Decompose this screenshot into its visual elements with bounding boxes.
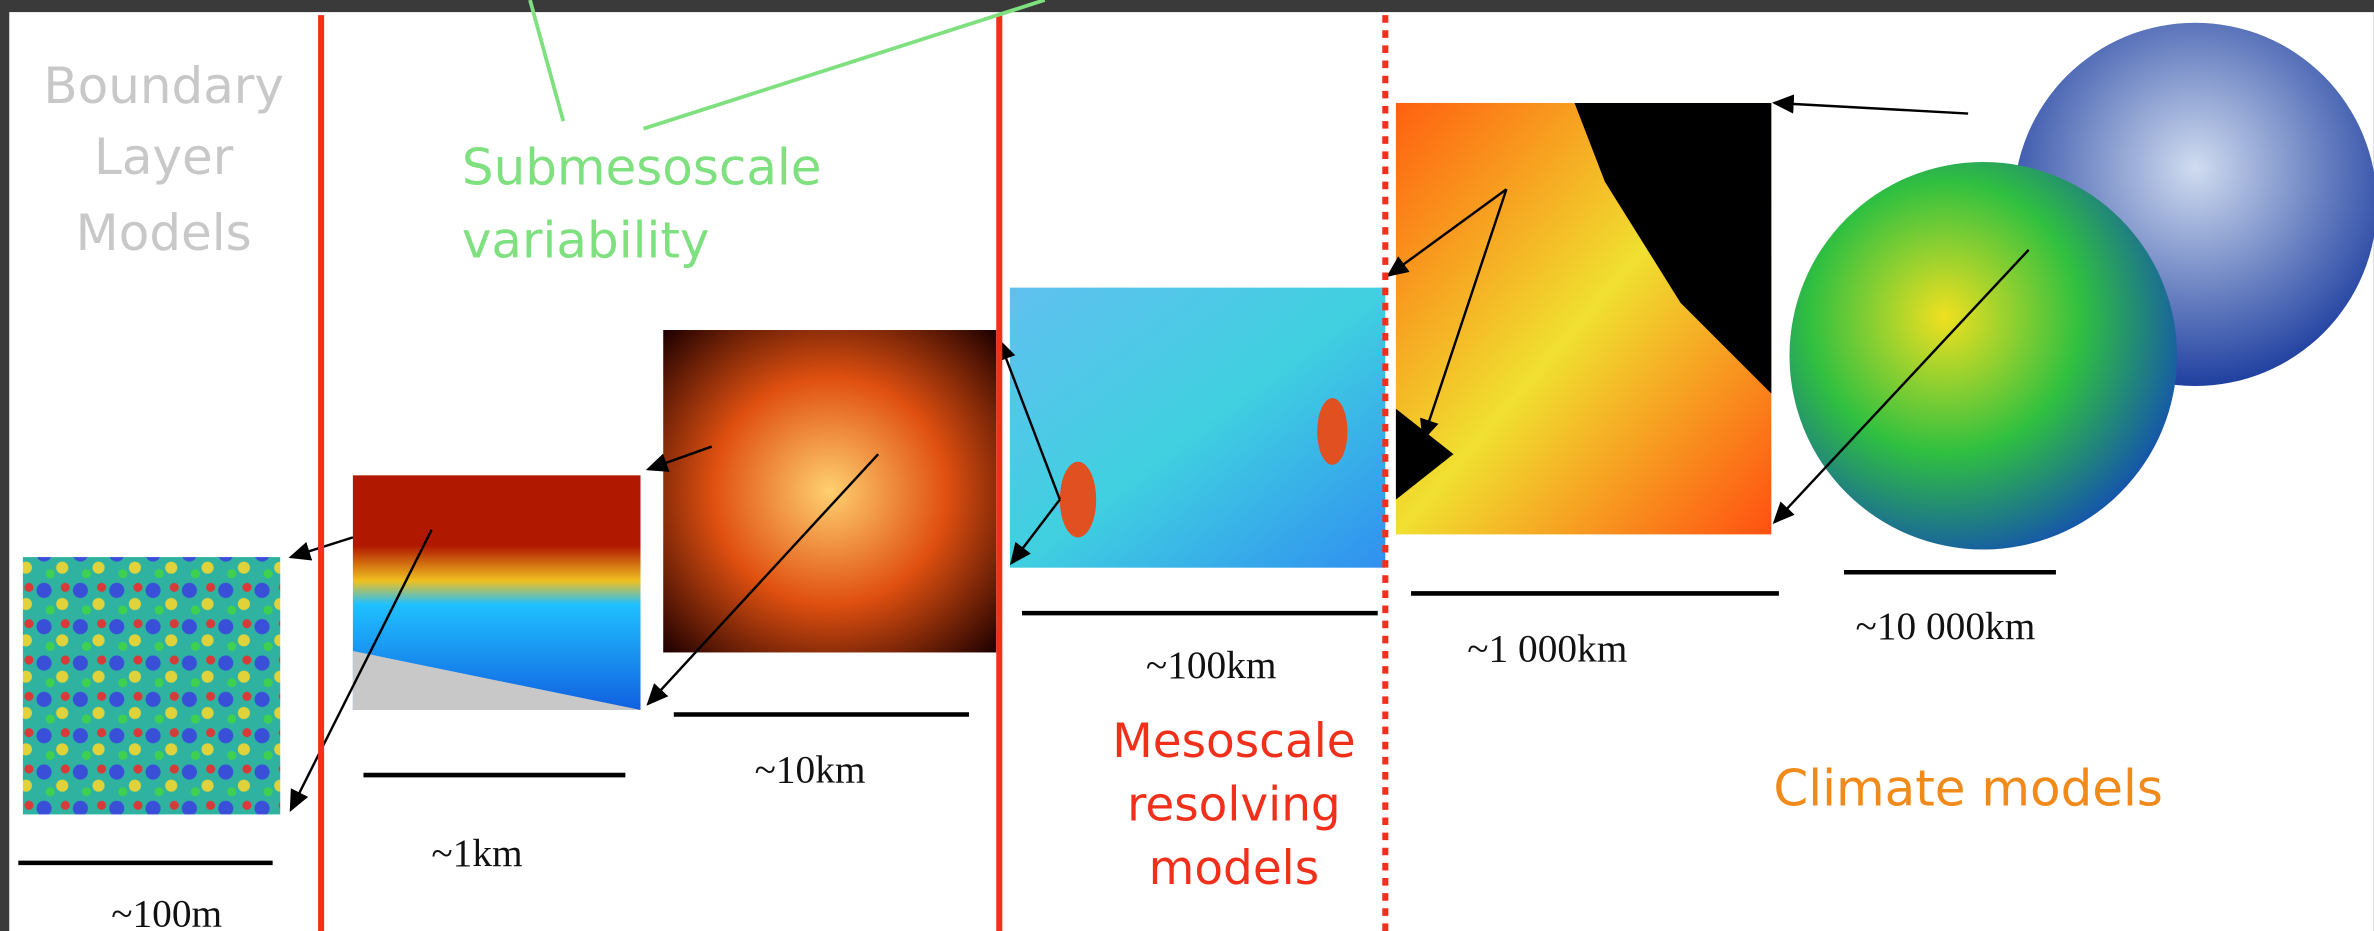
scale-label: ~1km <box>431 831 522 875</box>
climate-label: Climate models <box>1773 759 2163 817</box>
globe <box>1790 162 2178 550</box>
scale-label: ~1 000km <box>1467 627 1627 671</box>
mesoscale-label: models <box>1149 841 1320 896</box>
eddies-image <box>663 330 996 652</box>
scale-label: ~10 000km <box>1856 604 2036 648</box>
mesoscale-label: Mesoscale <box>1112 714 1355 769</box>
left-label: Models <box>76 204 252 262</box>
diagram: Boundary Layer Models Submesoscale varia… <box>0 0 2374 931</box>
scale-label: ~100km <box>1146 643 1277 687</box>
scale-label: ~100m <box>111 891 222 931</box>
left-label: Layer <box>94 128 234 186</box>
top-label: Submesoscale <box>462 139 822 197</box>
scale-label: ~10km <box>755 748 866 792</box>
mesoscale-label: resolving <box>1127 777 1341 832</box>
eddy <box>1317 398 1347 465</box>
boundary-image <box>23 557 280 814</box>
top-label: variability <box>462 211 710 269</box>
left-label: Boundary <box>43 57 284 115</box>
eddy <box>1060 462 1096 538</box>
